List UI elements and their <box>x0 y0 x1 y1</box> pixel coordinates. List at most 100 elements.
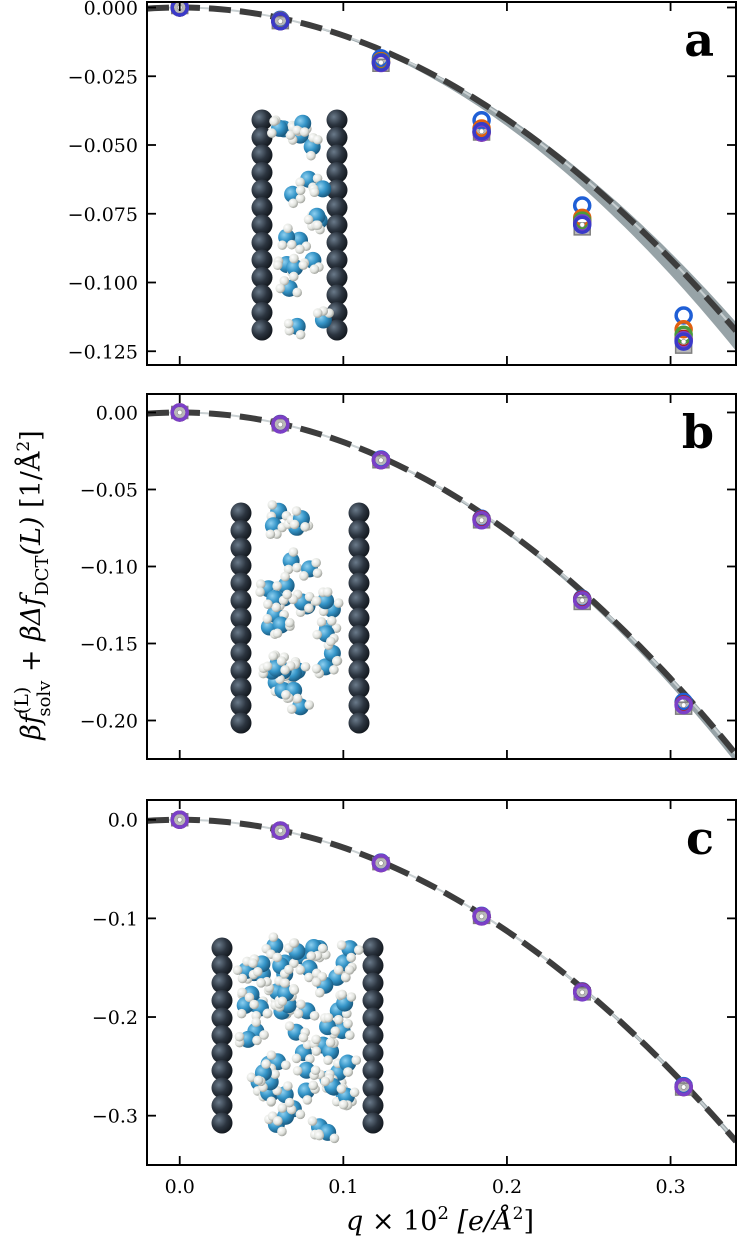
solvent-h-atom <box>320 1076 331 1087</box>
solvent-h-atom <box>340 972 351 982</box>
y-tick-label: −0.05 <box>80 479 138 501</box>
data-point <box>674 695 693 715</box>
electrode-atom <box>230 712 252 734</box>
data-point <box>271 12 290 31</box>
solvent-h-atom <box>337 989 347 1000</box>
solvent-h-atom <box>234 1031 245 1042</box>
x-tick-label: 0.1 <box>328 1176 358 1198</box>
data-point <box>472 511 491 530</box>
solvent-h-atom <box>295 193 306 204</box>
solvent-h-atom <box>284 964 294 975</box>
solvent-h-atom <box>307 1116 318 1126</box>
solvent-heavy-atom <box>277 577 295 595</box>
y-axis-title-unit: [1/Å <box>14 451 47 516</box>
solvent-h-atom <box>271 602 282 613</box>
solvent-h-atom <box>349 1087 360 1098</box>
electrode-atom <box>348 677 370 699</box>
solvent-h-atom <box>299 571 309 581</box>
electrode-atom <box>348 607 370 629</box>
solvent-h-atom <box>330 1026 341 1036</box>
data-point-center <box>277 18 284 24</box>
data-point <box>472 111 491 130</box>
y-tick-label: 0.00 <box>96 402 138 424</box>
solvent-h-atom <box>289 519 300 530</box>
solvent-h-atom <box>289 253 299 264</box>
x-axis-title-rest: × 10 <box>363 1206 437 1237</box>
solvent-h-atom <box>286 239 297 250</box>
solvent-h-atom <box>283 564 294 575</box>
y-tick-label: −0.20 <box>80 710 138 732</box>
solvent-h-atom <box>282 589 292 600</box>
electrode-atom <box>348 642 370 664</box>
x-axis-title-unit-sup: 2 <box>513 1204 524 1224</box>
electrode-atom <box>348 520 370 541</box>
solvent-h-atom <box>255 587 265 597</box>
electrode-atom <box>251 179 273 201</box>
solvent-h-atom <box>277 1126 287 1137</box>
electrode-atom <box>251 302 273 323</box>
solvent-h-atom <box>277 996 288 1007</box>
plot-area <box>147 403 736 759</box>
md-snapshot-inset <box>228 500 373 734</box>
data-point <box>271 415 290 434</box>
solvent-h-atom <box>292 1065 303 1076</box>
electrode-atom <box>326 214 348 236</box>
solvent-h-atom <box>284 617 295 628</box>
data-point <box>572 215 592 234</box>
electrode-atom <box>362 937 384 959</box>
solvent-h-atom <box>338 1099 349 1110</box>
solvent-h-atom <box>351 1055 362 1066</box>
electrode-atom <box>230 695 252 716</box>
electrode-atom <box>251 284 273 306</box>
electrode-atom <box>348 572 370 594</box>
solvent-h-atom <box>329 664 339 675</box>
solvent-h-atom <box>317 943 328 954</box>
data-point <box>371 450 391 470</box>
solvent-h-atom <box>299 127 310 137</box>
solvent-h-atom <box>288 547 299 557</box>
electrode-atom <box>211 1112 233 1134</box>
solvent-h-atom <box>331 623 342 633</box>
electrode-atom <box>348 555 370 576</box>
panel-b: 0.00 −0.05 −0.10 −0.15 −0.20 b <box>80 393 737 760</box>
data-point-center <box>478 913 485 920</box>
data-point <box>472 907 491 926</box>
data-point-center <box>478 517 485 523</box>
solvent-h-atom <box>312 220 323 231</box>
y-tick-label: −0.3 <box>92 1106 138 1128</box>
y-axis-title-main: βf <box>16 710 47 741</box>
solvent-h-atom <box>295 329 306 340</box>
electrode-atom <box>211 1025 233 1046</box>
y-axis-title-unit-sup: 2 <box>14 441 34 452</box>
electrode-atom <box>362 1007 384 1029</box>
solvent-h-atom <box>276 656 287 666</box>
solvent-h-atom <box>333 598 344 608</box>
electrode-atom <box>211 955 233 976</box>
x-tick-label: 0.0 <box>165 1176 195 1198</box>
panel-c: 0.0 0.1 0.2 0.3 0.0 −0.1 −0.2 −0.3 c <box>92 799 737 1198</box>
electrode-atom <box>348 590 370 611</box>
solvent-h-atom <box>346 952 356 963</box>
solvent-h-atom <box>272 581 282 591</box>
solvent-h-atom <box>295 185 306 196</box>
solvent-h-atom <box>292 287 303 298</box>
solvent-h-atom <box>309 1010 320 1021</box>
solvent-h-atom <box>262 661 273 672</box>
solvent-h-atom <box>298 260 309 270</box>
electrode-atom <box>230 572 252 594</box>
data-point <box>674 332 693 351</box>
y-axis-title-sup: (L) <box>11 687 33 714</box>
electrode-atom <box>326 302 348 323</box>
solvent-h-atom <box>295 1109 306 1120</box>
electrode-atom <box>362 990 384 1011</box>
solvent-h-atom <box>323 1012 334 1023</box>
solvent-h-atom <box>236 1008 247 1019</box>
electrode-atom <box>326 267 348 288</box>
solvent-h-atom <box>325 1037 336 1048</box>
electrode-atom <box>230 590 252 611</box>
md-snapshot-inset <box>210 932 386 1144</box>
y-tick-label: −0.2 <box>92 1007 138 1029</box>
solvent-h-atom <box>305 1054 315 1064</box>
solvent-h-atom <box>272 260 283 271</box>
electrode-atom <box>362 1060 384 1081</box>
